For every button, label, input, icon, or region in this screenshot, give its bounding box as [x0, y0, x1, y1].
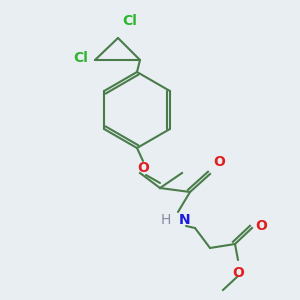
Text: O: O — [213, 155, 225, 169]
Text: Cl: Cl — [73, 51, 88, 65]
Text: O: O — [255, 219, 267, 233]
Text: O: O — [232, 266, 244, 280]
Text: H: H — [161, 213, 171, 227]
Text: N: N — [179, 213, 190, 227]
Text: O: O — [137, 161, 149, 175]
Text: Cl: Cl — [122, 14, 137, 28]
